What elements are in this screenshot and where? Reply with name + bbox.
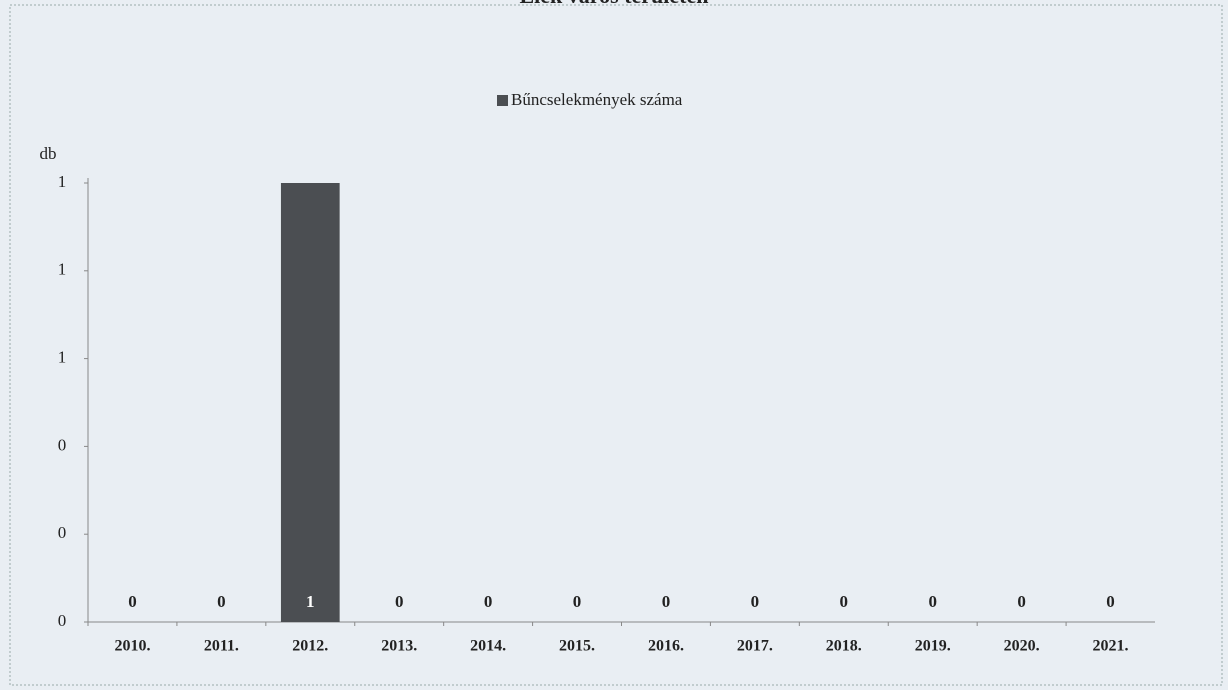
- y-tick-label: 1: [58, 348, 67, 367]
- data-label: 0: [751, 592, 760, 611]
- page: Elek város területén db 0 0 0 1 1 1 Bűncselekm…: [0, 0, 1228, 690]
- x-tick-label: 2016.: [648, 638, 684, 655]
- y-tick-label: 0: [58, 523, 67, 542]
- x-tick-label: 2011.: [204, 638, 239, 655]
- data-label: 0: [217, 592, 226, 611]
- data-label: 0: [573, 592, 582, 611]
- chart-title: Elek város területén: [519, 0, 708, 8]
- data-label: 1: [306, 592, 315, 611]
- y-tick-label: 0: [58, 611, 67, 630]
- x-tick-label: 2019.: [915, 638, 951, 655]
- data-label: 0: [128, 592, 137, 611]
- data-label: 0: [840, 592, 849, 611]
- data-label: 0: [1017, 592, 1026, 611]
- x-tick-label: 2015.: [559, 638, 595, 655]
- x-tick-label: 2012.: [292, 638, 328, 655]
- data-label: 0: [395, 592, 404, 611]
- x-tick-label: 2020.: [1004, 638, 1040, 655]
- y-tick-label: 1: [58, 260, 67, 279]
- y-tick-label: 0: [58, 435, 67, 454]
- y-axis-label: db: [40, 144, 57, 163]
- chart: Elek város területén db 0 0 0 1 1 1 Bűncselekm…: [0, 0, 1228, 690]
- x-tick-label: 2018.: [826, 638, 862, 655]
- data-label: 0: [662, 592, 671, 611]
- x-tick-label: 2021.: [1093, 638, 1129, 655]
- y-tick-label: 1: [58, 172, 67, 191]
- data-label: 0: [928, 592, 937, 611]
- bar: [281, 183, 340, 622]
- data-label: 0: [484, 592, 493, 611]
- legend-swatch: [497, 95, 508, 106]
- x-tick-label: 2014.: [470, 638, 506, 655]
- x-tick-label: 2017.: [737, 638, 773, 655]
- data-label: 0: [1106, 592, 1115, 611]
- legend-label: Bűncselekmények száma: [511, 90, 683, 109]
- x-tick-label: 2010.: [114, 638, 150, 655]
- x-tick-label: 2013.: [381, 638, 417, 655]
